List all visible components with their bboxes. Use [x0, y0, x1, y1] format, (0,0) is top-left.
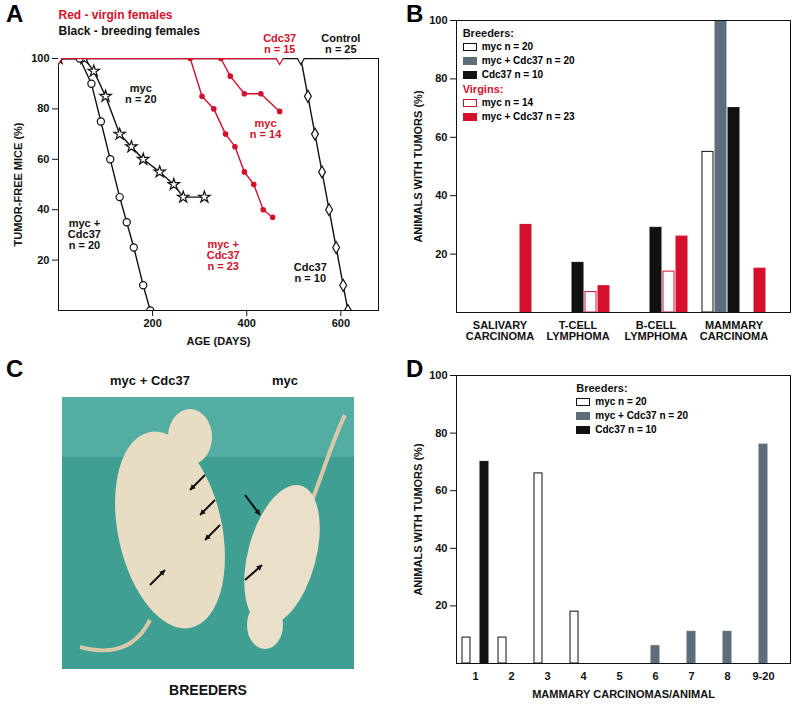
- html-text:B: B: [406, 0, 424, 27]
- svg-text:myc +Cdc37n = 20: myc +Cdc37n = 20: [68, 217, 101, 251]
- svg-text:3: 3: [544, 670, 550, 682]
- svg-text:AGE (DAYS): AGE (DAYS): [187, 335, 251, 347]
- svg-text:60: 60: [435, 131, 447, 143]
- svg-text:myc + Cdc37: myc + Cdc37: [110, 373, 190, 388]
- svg-text:8: 8: [724, 670, 730, 682]
- svg-text:Cdc37n = 15: Cdc37n = 15: [263, 32, 296, 55]
- svg-text:80: 80: [435, 72, 447, 84]
- svg-text:40: 40: [37, 203, 49, 215]
- svg-text:TUMOR-FREE MICE (%): TUMOR-FREE MICE (%): [12, 122, 24, 246]
- svg-text:20: 20: [435, 599, 447, 611]
- svg-text:80: 80: [435, 427, 447, 439]
- svg-text:40: 40: [435, 542, 447, 554]
- html-text:myc + Cdc37 n = 23: myc + Cdc37 n = 23: [481, 111, 575, 122]
- svg-text:ANIMALS WITH TUMORS (%): ANIMALS WITH TUMORS (%): [412, 443, 424, 595]
- svg-text:20: 20: [37, 254, 49, 266]
- html-text:D: D: [406, 355, 424, 382]
- html-text:Cdc37 n = 10: Cdc37 n = 10: [595, 424, 657, 435]
- svg-text:100: 100: [31, 52, 49, 64]
- svg-text:5: 5: [616, 670, 622, 682]
- html-text:Virgins:: Virgins:: [462, 83, 504, 95]
- svg-text:Controln = 25: Controln = 25: [321, 32, 360, 55]
- html-text:Cdc37 n = 10: Cdc37 n = 10: [481, 69, 544, 80]
- svg-text:myc: myc: [272, 373, 298, 388]
- svg-text:4: 4: [580, 670, 587, 682]
- html-text:myc n = 20: myc n = 20: [595, 396, 647, 407]
- svg-text:2: 2: [508, 670, 514, 682]
- svg-text:600: 600: [332, 317, 350, 329]
- svg-text:9-20: 9-20: [752, 670, 774, 682]
- html-text:myc n = 14: myc n = 14: [481, 97, 534, 108]
- svg-text:B-CELLLYMPHOMA: B-CELLLYMPHOMA: [624, 319, 687, 342]
- svg-text:Black - breeding females: Black - breeding females: [59, 24, 201, 38]
- svg-text:60: 60: [37, 153, 49, 165]
- svg-text:1: 1: [472, 670, 478, 682]
- html-text:A: A: [6, 0, 24, 27]
- svg-text:Red - virgin females: Red - virgin females: [59, 8, 173, 22]
- svg-text:7: 7: [688, 670, 694, 682]
- html-text:Breeders:: Breeders:: [576, 382, 628, 394]
- svg-text:mycn = 14: mycn = 14: [250, 117, 282, 140]
- html-text:myc + Cdc37 n = 20: myc + Cdc37 n = 20: [481, 55, 575, 66]
- svg-text:80: 80: [37, 102, 49, 114]
- svg-text:6: 6: [652, 670, 658, 682]
- html-text:myc n = 20: myc n = 20: [481, 41, 534, 52]
- svg-text:100: 100: [429, 14, 447, 26]
- svg-text:40: 40: [435, 189, 447, 201]
- svg-text:20: 20: [435, 248, 447, 260]
- svg-text:SALIVARYCARCINOMA: SALIVARYCARCINOMA: [466, 319, 534, 342]
- svg-text:60: 60: [435, 484, 447, 496]
- html-text:myc + Cdc37 n = 20: myc + Cdc37 n = 20: [595, 410, 689, 421]
- svg-text:100: 100: [429, 369, 447, 381]
- svg-text:MAMMARYCARCINOMA: MAMMARYCARCINOMA: [700, 319, 768, 342]
- svg-text:mycn = 20: mycn = 20: [125, 82, 157, 105]
- svg-text:myc +Cdc37n = 23: myc +Cdc37n = 23: [207, 238, 240, 272]
- svg-text:ANIMALS WITH TUMORS (%): ANIMALS WITH TUMORS (%): [412, 90, 424, 242]
- svg-text:Cdc37n = 10: Cdc37n = 10: [294, 261, 327, 284]
- svg-text:200: 200: [143, 317, 161, 329]
- svg-text:MAMMARY CARCINOMAS/ANIMAL: MAMMARY CARCINOMAS/ANIMAL: [532, 688, 715, 700]
- html-text:C: C: [6, 355, 24, 382]
- html-text:Breeders:: Breeders:: [462, 27, 514, 39]
- svg-text:T-CELLLYMPHOMA: T-CELLLYMPHOMA: [546, 319, 609, 342]
- svg-text:400: 400: [238, 317, 256, 329]
- svg-text:BREEDERS: BREEDERS: [169, 682, 247, 698]
